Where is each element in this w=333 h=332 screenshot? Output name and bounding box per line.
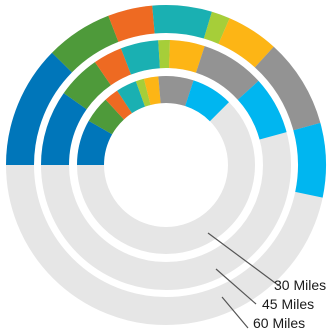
- ring-segment-60-miles-2: [52, 15, 119, 73]
- ring-segment-30-miles-1: [77, 120, 113, 165]
- ring-segment-45-miles-2: [63, 62, 111, 110]
- ring-segment-30-miles-8: [185, 80, 229, 122]
- ring-segment-30-miles-3: [105, 90, 132, 120]
- ring-segment-30-miles-2: [88, 99, 124, 135]
- ring-segment-60-miles-6: [218, 18, 274, 68]
- ring-segment-45-miles-5: [158, 39, 170, 69]
- ring-segment-60-miles-8: [293, 122, 327, 198]
- ring-segment-45-miles-4: [120, 40, 160, 75]
- ring-segment-45-miles-3: [94, 48, 132, 86]
- ring-segment-45-miles-6: [169, 40, 205, 73]
- leader-line-30-miles: [207, 232, 279, 286]
- ring-segment-45-miles-1: [41, 93, 87, 165]
- leader-line-60-miles: [221, 296, 249, 329]
- ring-segment-45-miles-7: [196, 46, 259, 100]
- leader-line-45-miles: [215, 268, 257, 305]
- ring-segment-30-miles-4: [117, 81, 146, 114]
- ring-segment-30-miles-6: [143, 76, 161, 105]
- ring-segment-60-miles-4: [152, 4, 212, 39]
- ring-segment-60-miles-7: [254, 46, 321, 131]
- ring-segment-45-miles-8: [237, 80, 287, 140]
- rings-layer: [5, 4, 327, 325]
- ring-label-30-miles: 30 Miles: [274, 277, 326, 293]
- ring-segment-60-miles-5: [203, 11, 230, 44]
- ring-label-60-miles: 60 Miles: [253, 315, 305, 331]
- ring-segment-60-miles-1: [5, 52, 72, 166]
- ring-segment-30-miles-7: [158, 76, 194, 107]
- ring-segment-30-miles-5: [135, 78, 151, 107]
- ring-segment-60-miles-3: [108, 5, 155, 42]
- ring-label-45-miles: 45 Miles: [262, 296, 314, 312]
- labels-layer: 30 Miles 45 Miles 60 Miles: [207, 232, 326, 331]
